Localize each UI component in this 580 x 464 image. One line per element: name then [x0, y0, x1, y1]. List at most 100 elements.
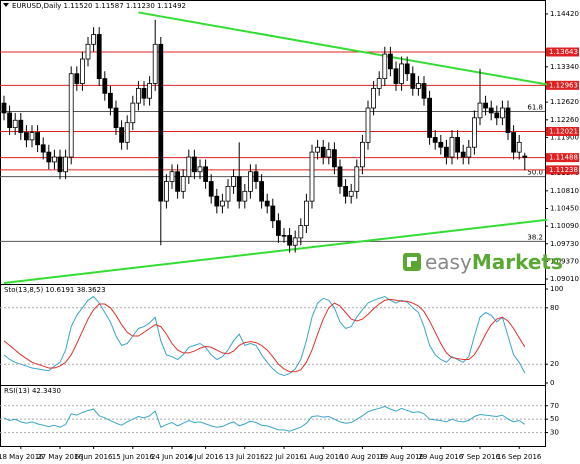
candle-body	[147, 83, 153, 99]
y-tick-label: 100	[550, 285, 563, 293]
candle-body	[432, 137, 438, 143]
candle-body	[18, 119, 24, 133]
candle-body	[382, 53, 388, 80]
level-box	[546, 153, 579, 163]
x-tick-label: 16 Sep 2016	[497, 453, 542, 461]
y-tick-label: 80	[550, 304, 559, 312]
y-tick-label: 1.12260	[550, 116, 579, 124]
candle-body	[309, 151, 315, 202]
candle-body	[80, 58, 85, 84]
candle-body	[253, 171, 259, 182]
logo-bold: Markets	[472, 250, 563, 274]
candle-body	[427, 97, 433, 138]
candle-body	[85, 43, 91, 60]
x-tick-label: 10 Aug 2016	[340, 453, 385, 461]
trendline	[138, 11, 548, 86]
logo-icon-mark	[407, 257, 417, 267]
candle-body	[483, 102, 489, 109]
collapse-icon	[3, 3, 9, 7]
candle-body	[270, 205, 276, 222]
level-box	[546, 47, 579, 57]
candle-body	[180, 176, 186, 192]
y-tick-label: 1.14420	[550, 10, 579, 18]
x-tick-label: 18 May 2016	[0, 453, 44, 461]
candle-body	[477, 102, 483, 119]
candle-body	[23, 132, 29, 141]
candle-body	[337, 166, 343, 187]
candle-body	[158, 43, 164, 202]
candle-body	[141, 88, 147, 99]
x-tick-label: 19 Aug 2016	[379, 453, 424, 461]
candle-body	[231, 176, 237, 187]
candle-body	[113, 107, 119, 129]
level-box	[546, 80, 579, 90]
candle-body	[91, 34, 96, 45]
candle-body	[169, 171, 175, 182]
candle-body	[438, 141, 444, 148]
level-label: 1.11238	[549, 166, 578, 174]
y-tick-label: 1.09730	[550, 240, 579, 248]
logo-icon	[403, 253, 421, 271]
y-tick-label: 1.09370	[550, 257, 579, 265]
fib-label: 38.2	[527, 233, 543, 241]
candle-body	[29, 132, 35, 141]
candle-body	[124, 122, 130, 143]
candle-body	[63, 156, 68, 173]
candle-body	[208, 181, 214, 197]
candle-body	[197, 166, 203, 173]
candle-body	[522, 155, 528, 158]
y-tick-label: 70	[550, 402, 559, 410]
candle-body	[449, 137, 455, 158]
candle-body	[331, 149, 337, 168]
candle-body	[152, 43, 158, 84]
logo: easyMarkets	[403, 250, 563, 274]
level-box	[546, 126, 579, 136]
x-tick-label: 22 Jul 2016	[264, 453, 304, 461]
candle-body	[320, 146, 326, 158]
logo-light: easy	[425, 250, 472, 274]
x-tick-label: 24 Jun 2016	[151, 453, 194, 461]
y-tick-label: 20	[550, 360, 559, 368]
candle-body	[275, 220, 281, 236]
candle-body	[102, 78, 108, 94]
y-tick-label: 1.10810	[550, 187, 579, 195]
candle-body	[74, 73, 80, 84]
candle-body	[516, 141, 522, 153]
candle-body	[343, 186, 349, 197]
candle-body	[303, 200, 309, 227]
level-label: 1.12021	[549, 127, 578, 135]
y-tick-label: 1.09010	[550, 275, 579, 283]
candle-body	[225, 186, 231, 202]
candle-body	[130, 102, 136, 124]
panel-title: Sto(13,8,5) 10.6191 38.3623	[4, 286, 106, 294]
candle-body	[203, 166, 209, 182]
candle-body	[415, 83, 421, 89]
candle-body	[376, 78, 382, 89]
candle-body	[35, 132, 40, 146]
candle-body	[499, 107, 505, 119]
candle-body	[494, 112, 500, 119]
level-box	[546, 165, 579, 175]
chart-title: EURUSD,Daily 1.11520 1.11587 1.11230 1.1…	[12, 2, 186, 10]
candle-body	[12, 119, 18, 129]
x-tick-label: 15 Jun 2016	[112, 453, 155, 461]
level-label: 1.13643	[549, 48, 578, 56]
candle-body	[247, 171, 253, 192]
candle-body	[163, 181, 169, 202]
candle-body	[46, 151, 52, 163]
candle-body	[214, 195, 220, 207]
candle-body	[186, 156, 192, 178]
candle-body	[108, 92, 113, 109]
candle-body	[371, 88, 377, 109]
candle-body	[175, 171, 181, 192]
x-tick-label: 29 Aug 2016	[418, 453, 463, 461]
candle-body	[191, 156, 197, 173]
y-tick-label: 1.12620	[550, 98, 579, 106]
x-tick-label: 4 Jul 2016	[188, 453, 224, 461]
candle-body	[421, 83, 427, 99]
candle-body	[466, 146, 472, 158]
candle-body	[119, 127, 124, 143]
candle-body	[292, 237, 298, 246]
logo-text: easyMarkets	[425, 250, 563, 274]
trendline	[3, 218, 548, 284]
